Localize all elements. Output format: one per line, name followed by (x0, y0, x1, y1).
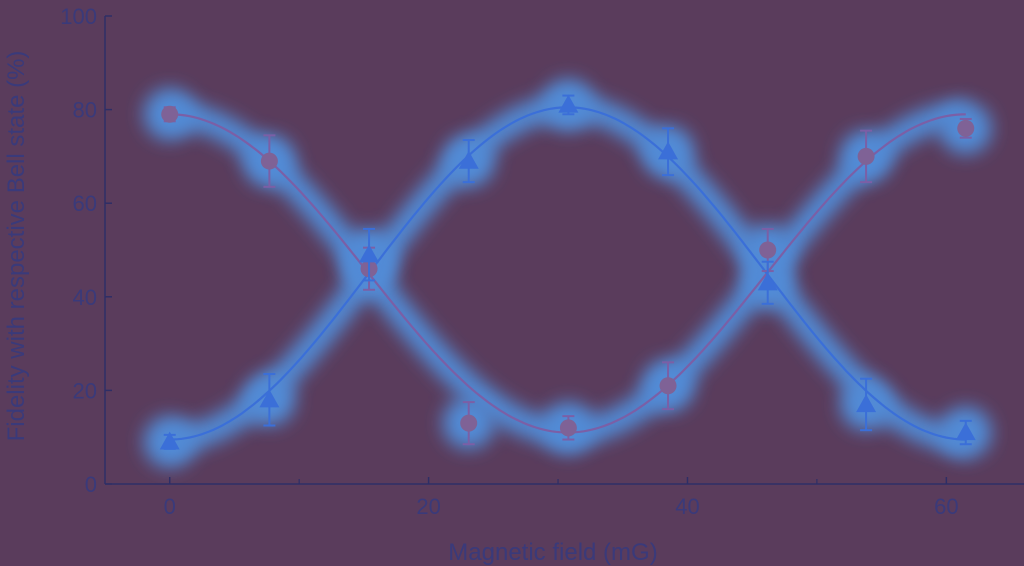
x-tick-label: 60 (934, 494, 958, 519)
x-tick-label: 0 (164, 494, 176, 519)
data-point-circle (559, 419, 577, 437)
data-point-triangle (856, 394, 877, 413)
data-point-triangle (955, 422, 976, 441)
y-axis-label: Fidelity with respective Bell state (%) (3, 51, 30, 442)
data-point-triangle (558, 94, 579, 113)
data-point-triangle (757, 272, 778, 291)
data-point-triangle (359, 244, 380, 263)
y-tick-label: 60 (73, 191, 97, 216)
y-tick-label: 0 (85, 472, 97, 497)
data-point-triangle (458, 150, 479, 169)
data-point-triangle (658, 141, 679, 160)
data-point-circle (957, 119, 975, 137)
x-tick-label: 40 (675, 494, 699, 519)
y-tick-label: 100 (60, 4, 97, 29)
data-markers (159, 94, 976, 450)
y-tick-label: 40 (73, 285, 97, 310)
data-point-circle (260, 152, 278, 170)
data-point-circle (460, 414, 478, 432)
data-point-triangle (159, 431, 180, 450)
data-point-circle (161, 105, 179, 123)
data-point-circle (759, 241, 777, 259)
data-point-triangle (259, 389, 280, 408)
x-tick-label: 20 (416, 494, 440, 519)
y-tick-label: 80 (73, 98, 97, 123)
data-point-circle (857, 147, 875, 165)
plot-frame (104, 16, 1024, 485)
data-point-circle (659, 377, 677, 395)
axis-ticks: 0 20 40 60 80 100 0 20 40 60 (60, 4, 958, 519)
y-tick-label: 20 (73, 378, 97, 403)
x-axis-label: Magnetic field (mG) (448, 539, 657, 566)
